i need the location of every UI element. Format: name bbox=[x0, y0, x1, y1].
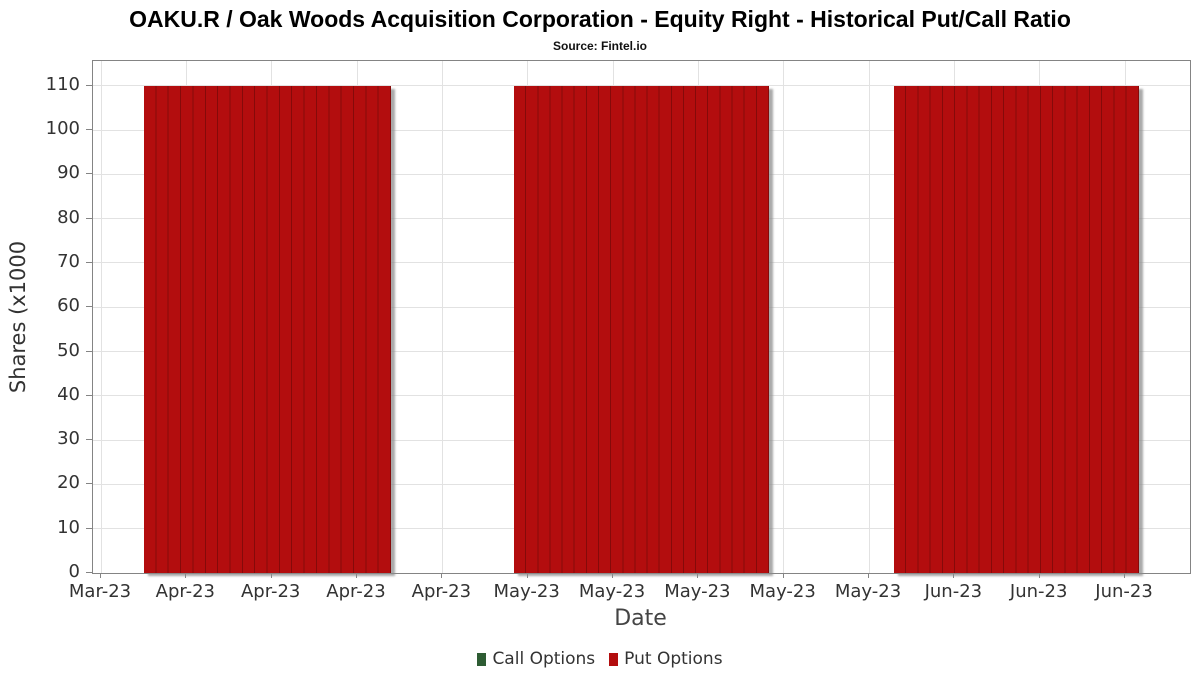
y-tick-mark bbox=[86, 84, 92, 86]
y-tick-label: 10 bbox=[57, 516, 80, 538]
x-tick-mark bbox=[1038, 573, 1040, 578]
y-tick-mark bbox=[86, 394, 92, 396]
y-tick-mark bbox=[86, 572, 92, 573]
x-tick-mark bbox=[185, 573, 187, 578]
x-tick-mark bbox=[270, 573, 272, 578]
y-tick-mark bbox=[86, 173, 92, 175]
x-tick-label: Apr-23 bbox=[326, 581, 386, 602]
legend-label: Call Options bbox=[492, 649, 596, 669]
x-tick-mark bbox=[526, 573, 528, 578]
x-gridline bbox=[868, 61, 870, 573]
legend: Call Options Put Options bbox=[0, 646, 1200, 672]
put-options-swatch-icon bbox=[609, 652, 619, 666]
y-tick-label: 50 bbox=[57, 339, 80, 361]
put-options-bar-group bbox=[514, 85, 769, 573]
x-tick-label: Apr-23 bbox=[155, 581, 216, 602]
put-options-bar-group bbox=[144, 85, 392, 573]
y-tick-mark bbox=[86, 483, 92, 485]
chart-title: OAKU.R / Oak Woods Acquisition Corporati… bbox=[129, 6, 1071, 32]
y-tick-label: 40 bbox=[57, 383, 80, 405]
y-tick-mark bbox=[86, 527, 92, 529]
x-tick-label: May-23 bbox=[493, 581, 560, 602]
y-tick-label: 20 bbox=[57, 472, 80, 494]
x-tick-label: May-23 bbox=[664, 581, 731, 602]
x-tick-mark bbox=[697, 573, 699, 578]
x-tick-label: Apr-23 bbox=[411, 581, 472, 602]
y-tick-mark bbox=[86, 261, 92, 263]
x-tick-label: May-23 bbox=[578, 581, 646, 602]
x-tick-mark bbox=[1124, 573, 1126, 578]
y-tick-label: 90 bbox=[57, 162, 80, 184]
y-tick-label: 70 bbox=[57, 250, 80, 272]
y-tick-label: 100 bbox=[45, 118, 80, 140]
x-tick-label: Jun-23 bbox=[1095, 581, 1153, 602]
y-tick-label: 60 bbox=[57, 295, 80, 317]
y-tick-mark bbox=[86, 306, 92, 308]
legend-item-put-options[interactable]: Put Options bbox=[609, 649, 723, 669]
plot-area bbox=[92, 60, 1191, 574]
y-tick-mark bbox=[86, 439, 92, 441]
x-tick-mark bbox=[868, 573, 870, 578]
x-tick-label: May-23 bbox=[834, 581, 902, 602]
x-tick-mark bbox=[612, 573, 614, 578]
x-tick-label: Mar-23 bbox=[68, 581, 132, 602]
legend-item-call-options[interactable]: Call Options bbox=[477, 649, 595, 669]
y-tick-mark bbox=[86, 350, 92, 352]
y-tick-label: 110 bbox=[45, 73, 80, 95]
x-tick-label: Apr-23 bbox=[240, 581, 301, 602]
x-tick-mark bbox=[441, 573, 443, 578]
legend-label: Put Options bbox=[624, 649, 723, 669]
x-tick-mark bbox=[953, 573, 955, 578]
x-tick-label: Jun-23 bbox=[1009, 581, 1068, 602]
call-options-swatch-icon bbox=[477, 652, 487, 666]
chart-subtitle: Source: Fintel.io bbox=[552, 39, 647, 53]
y-tick-label: 30 bbox=[57, 428, 80, 450]
y-tick-mark bbox=[86, 129, 92, 131]
x-tick-mark bbox=[356, 573, 357, 578]
put-options-bar-group bbox=[894, 85, 1139, 573]
x-axis-title: Date bbox=[614, 606, 667, 631]
x-tick-label: Jun-23 bbox=[924, 581, 983, 602]
x-tick-mark bbox=[782, 573, 784, 578]
x-tick-label: May-23 bbox=[749, 581, 816, 602]
x-gridline bbox=[100, 61, 102, 573]
x-gridline bbox=[783, 61, 785, 573]
y-tick-label: 80 bbox=[57, 206, 80, 228]
x-gridline bbox=[441, 61, 443, 573]
y-tick-mark bbox=[86, 217, 92, 219]
y-tick-label: 0 bbox=[68, 561, 80, 582]
x-tick-mark bbox=[100, 573, 101, 578]
